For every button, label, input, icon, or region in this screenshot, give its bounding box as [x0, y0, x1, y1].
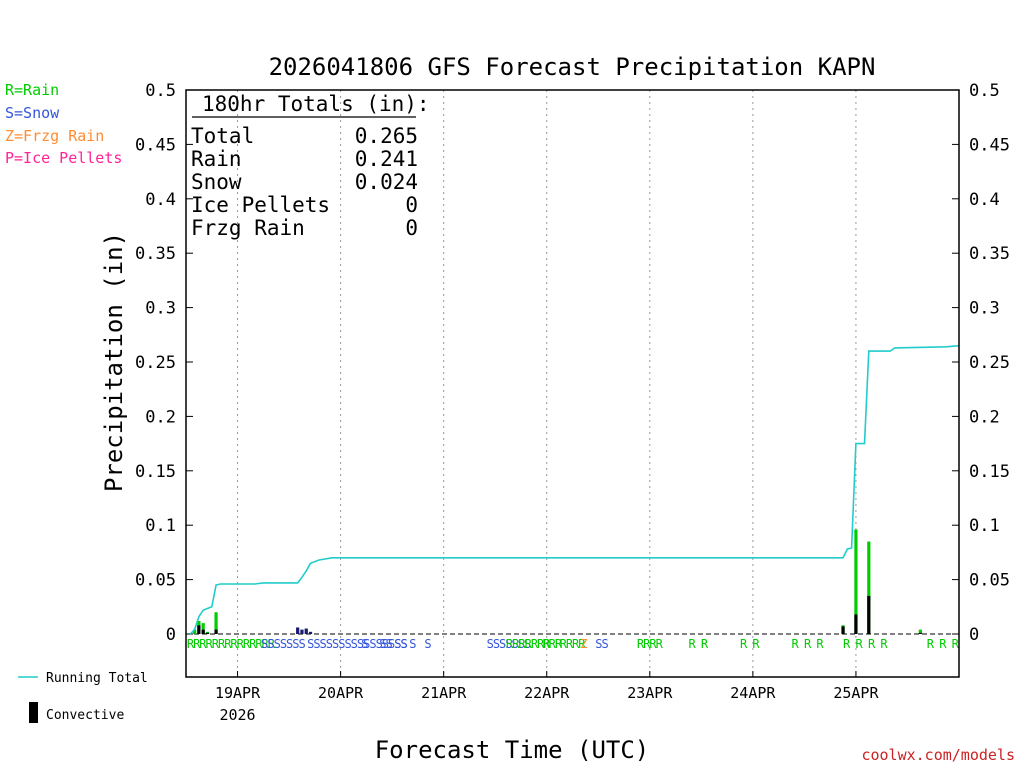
convective-bar: [197, 625, 201, 634]
convective-bar: [854, 614, 858, 634]
ptype-marker: R R R: [792, 637, 825, 651]
y-tick-label-left: 0.2: [145, 407, 176, 427]
ptype-marker: RRRRRRR: [506, 637, 551, 651]
x-tick-label: 21APR: [421, 684, 467, 702]
totals-row-value: 0.024: [355, 170, 418, 194]
ptype-marker: RRR: [542, 637, 562, 651]
precip-bar: [854, 529, 858, 634]
ptype-marker: R R R: [927, 637, 960, 651]
ptype-marker: SS: [379, 637, 392, 651]
convective-bar: [205, 632, 210, 634]
y-tick-label-left: 0.35: [135, 244, 176, 264]
y-tick-label-right: 0.5: [969, 81, 1000, 101]
convective-bar: [201, 629, 205, 634]
ptype-marker: RRRR: [560, 637, 587, 651]
ptype-marker: SSSSSSS: [261, 637, 305, 651]
y-tick-label-left: 0.5: [145, 81, 176, 101]
x-axis-label: Forecast Time (UTC): [375, 736, 650, 764]
totals-row-label: Total: [191, 124, 254, 148]
totals-row-label: Ice Pellets: [191, 193, 330, 217]
ptype-marker: S: [424, 637, 431, 651]
convective-bar: [841, 626, 845, 634]
ptype-marker: SSSSSSS: [487, 637, 531, 651]
totals-box: 180hr Totals (in): Total 0.265 Rain 0.241 Sn…: [191, 92, 430, 240]
totals-row-label: Rain: [191, 147, 242, 171]
y-tick-label-left: 0.05: [135, 571, 176, 591]
x-tick-label: 24APR: [730, 684, 776, 702]
ptype-marker: S: [361, 637, 368, 651]
convective-bar: [867, 595, 871, 634]
y-tick-label-right: 0: [969, 625, 979, 645]
y-tick-label-right: 0.2: [969, 407, 1000, 427]
running-total-line: [189, 344, 960, 635]
y-tick-label-right: 0.1: [969, 516, 1000, 536]
ptype-marker: SS: [595, 637, 608, 651]
totals-row-value: 0: [405, 216, 418, 240]
y-tick-label-right: 0.15: [969, 462, 1010, 482]
legend-ice: P=Ice Pellets: [5, 149, 122, 167]
y-tick-label-left: 0.15: [135, 462, 176, 482]
totals-header: 180hr Totals (in):: [202, 92, 430, 116]
ptype-marker: S: [409, 637, 416, 651]
legend-rain: R=Rain: [5, 81, 59, 99]
precip-bar: [300, 629, 304, 634]
y-tick-label-right: 0.35: [969, 244, 1010, 264]
ptype-marker: Z: [580, 637, 587, 651]
y-tick-label-left: 0.4: [145, 190, 176, 210]
x-tick-label: 20APR: [318, 684, 364, 702]
y-tick-label-right: 0.4: [969, 190, 1000, 210]
ptype-marker: RRRR: [637, 637, 664, 651]
x-tick-label: 23APR: [627, 684, 673, 702]
totals-row-label: Snow: [191, 170, 242, 194]
precip-bar: [308, 631, 313, 634]
precip-bar: [918, 629, 922, 634]
x-tick-sublabel: 2026: [219, 706, 255, 724]
y-tick-label-right: 0.05: [969, 571, 1010, 591]
ptype-marker: R R R R: [843, 637, 888, 651]
y-tick-label-left: 0.1: [145, 516, 176, 536]
y-tick-label-left: 0: [166, 625, 176, 645]
precip-bar: [867, 541, 871, 634]
precip-bar: [296, 627, 300, 634]
legend-snow: S=Snow: [5, 104, 60, 122]
ptype-marker: R R: [740, 637, 760, 651]
credit-text: coolwx.com/models: [861, 746, 1015, 764]
convective-bar: [214, 629, 218, 634]
convective-legend-swatch: [29, 702, 38, 723]
ptype-marker: RRRRRRRRRRRRRR: [187, 637, 276, 651]
precip-bar: [192, 629, 197, 634]
ptype-marker: SSSSSSSSSSSSSSSS: [307, 637, 407, 651]
precip-bar: [304, 628, 308, 634]
totals-row-value: 0.241: [355, 147, 418, 171]
y-tick-label-right: 0.3: [969, 299, 1000, 319]
ptype-marker: SS: [394, 637, 407, 651]
y-tick-label-right: 0.45: [969, 135, 1010, 155]
y-tick-label-left: 0.45: [135, 135, 176, 155]
totals-row-label: Frzg Rain: [191, 216, 305, 240]
y-axis-label: Precipitation (in): [100, 232, 128, 492]
precip-bar: [201, 623, 205, 634]
y-tick-label-right: 0.25: [969, 353, 1010, 373]
y-tick-label-left: 0.3: [145, 299, 176, 319]
legend-running-total: Running Total: [46, 671, 148, 686]
totals-row-value: 0.265: [355, 124, 418, 148]
x-tick-label: 19APR: [215, 684, 261, 702]
y-tick-label-left: 0.25: [135, 353, 176, 373]
plot-frame: [185, 89, 960, 678]
legend-frzg: Z=Frzg Rain: [5, 127, 104, 145]
totals-row-value: 0: [405, 193, 418, 217]
ptype-marker: R R: [688, 637, 708, 651]
convective-bar: [918, 632, 922, 634]
x-tick-label: 22APR: [524, 684, 570, 702]
chart-title: 2026041806 GFS Forecast Precipitation KA…: [269, 53, 876, 81]
legend-convective: Convective: [46, 708, 124, 723]
precip-bar: [214, 612, 218, 634]
x-tick-label: 25APR: [833, 684, 879, 702]
